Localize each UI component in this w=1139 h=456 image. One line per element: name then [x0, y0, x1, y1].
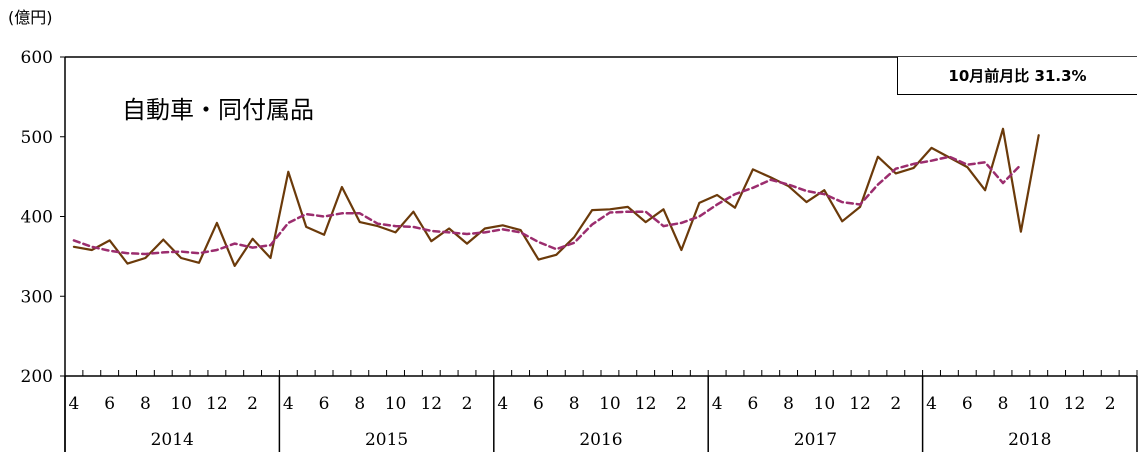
x-month-label: 10	[1028, 394, 1050, 414]
x-month-label: 2	[247, 394, 258, 414]
x-month-label: 4	[712, 394, 723, 414]
x-month-label: 4	[926, 394, 937, 414]
x-month-label: 2	[1105, 394, 1116, 414]
annotation-box: 10月前月比 31.3%	[897, 57, 1137, 95]
x-month-label: 6	[104, 394, 115, 414]
x-year-label: 2015	[365, 430, 408, 450]
x-year-label: 2014	[151, 430, 194, 450]
x-month-label: 12	[1064, 394, 1086, 414]
x-month-label: 4	[497, 394, 508, 414]
y-tick-label: 500	[21, 128, 53, 148]
x-year-label: 2017	[794, 430, 837, 450]
annotation-text: 10月前月比 31.3%	[948, 67, 1087, 85]
x-month-label: 4	[283, 394, 294, 414]
x-month-label: 12	[206, 394, 228, 414]
x-month-label: 12	[420, 394, 442, 414]
series-line-trend	[72, 155, 1023, 256]
y-tick-label: 300	[21, 287, 53, 307]
x-month-label: 2	[462, 394, 473, 414]
x-month-label: 10	[385, 394, 407, 414]
x-month-label: 8	[569, 394, 580, 414]
x-month-label: 6	[747, 394, 758, 414]
x-month-label: 10	[814, 394, 836, 414]
chart-title: 自動車・同付属品	[122, 96, 314, 124]
x-month-label: 8	[998, 394, 1009, 414]
y-tick-label: 400	[21, 208, 53, 228]
x-month-label: 8	[354, 394, 365, 414]
x-month-label: 2	[890, 394, 901, 414]
x-month-label: 6	[962, 394, 973, 414]
x-month-label: 12	[635, 394, 657, 414]
x-month-label: 6	[319, 394, 330, 414]
y-axis-unit-label: (億円)	[8, 8, 53, 27]
x-month-label: 4	[69, 394, 80, 414]
x-month-label: 2	[676, 394, 687, 414]
x-year-label: 2018	[1008, 430, 1051, 450]
y-tick-label: 200	[21, 367, 53, 387]
x-month-label: 8	[140, 394, 151, 414]
x-month-label: 6	[533, 394, 544, 414]
series-line-actual	[72, 127, 1040, 267]
y-tick-label: 600	[21, 48, 53, 68]
x-month-label: 8	[783, 394, 794, 414]
x-year-label: 2016	[579, 430, 622, 450]
x-month-label: 10	[170, 394, 192, 414]
x-month-label: 12	[849, 394, 871, 414]
x-month-label: 10	[599, 394, 621, 414]
